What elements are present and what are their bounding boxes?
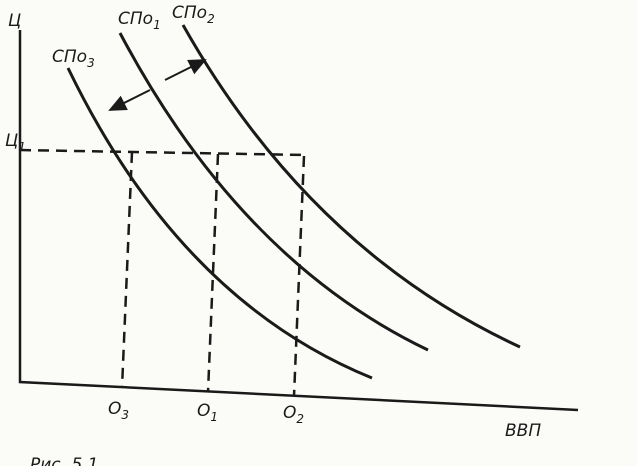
x-axis-label: ВВП [505, 421, 541, 441]
y-axis-label: Ц [8, 11, 21, 31]
o3-line [120, 151, 134, 389]
o2-line [292, 155, 306, 397]
output-label: О2 [283, 403, 304, 426]
o1-line [206, 153, 220, 393]
caption: Рис. 5.1. [30, 455, 104, 466]
curve-3 [66, 67, 373, 380]
curve-label: СПо1 [118, 9, 161, 32]
output-label: О3 [108, 399, 129, 422]
shift-arrow-left [108, 89, 151, 111]
curve-2 [181, 24, 521, 349]
price-line [19, 148, 306, 157]
shift-arrow-right [164, 59, 207, 81]
curve-label: СПо3 [52, 47, 95, 70]
output-label: О1 [197, 401, 218, 424]
price-label: Ц1 [5, 131, 26, 154]
curve-1 [118, 32, 429, 352]
axes [18, 30, 579, 412]
curve-label: СПо2 [172, 3, 215, 26]
